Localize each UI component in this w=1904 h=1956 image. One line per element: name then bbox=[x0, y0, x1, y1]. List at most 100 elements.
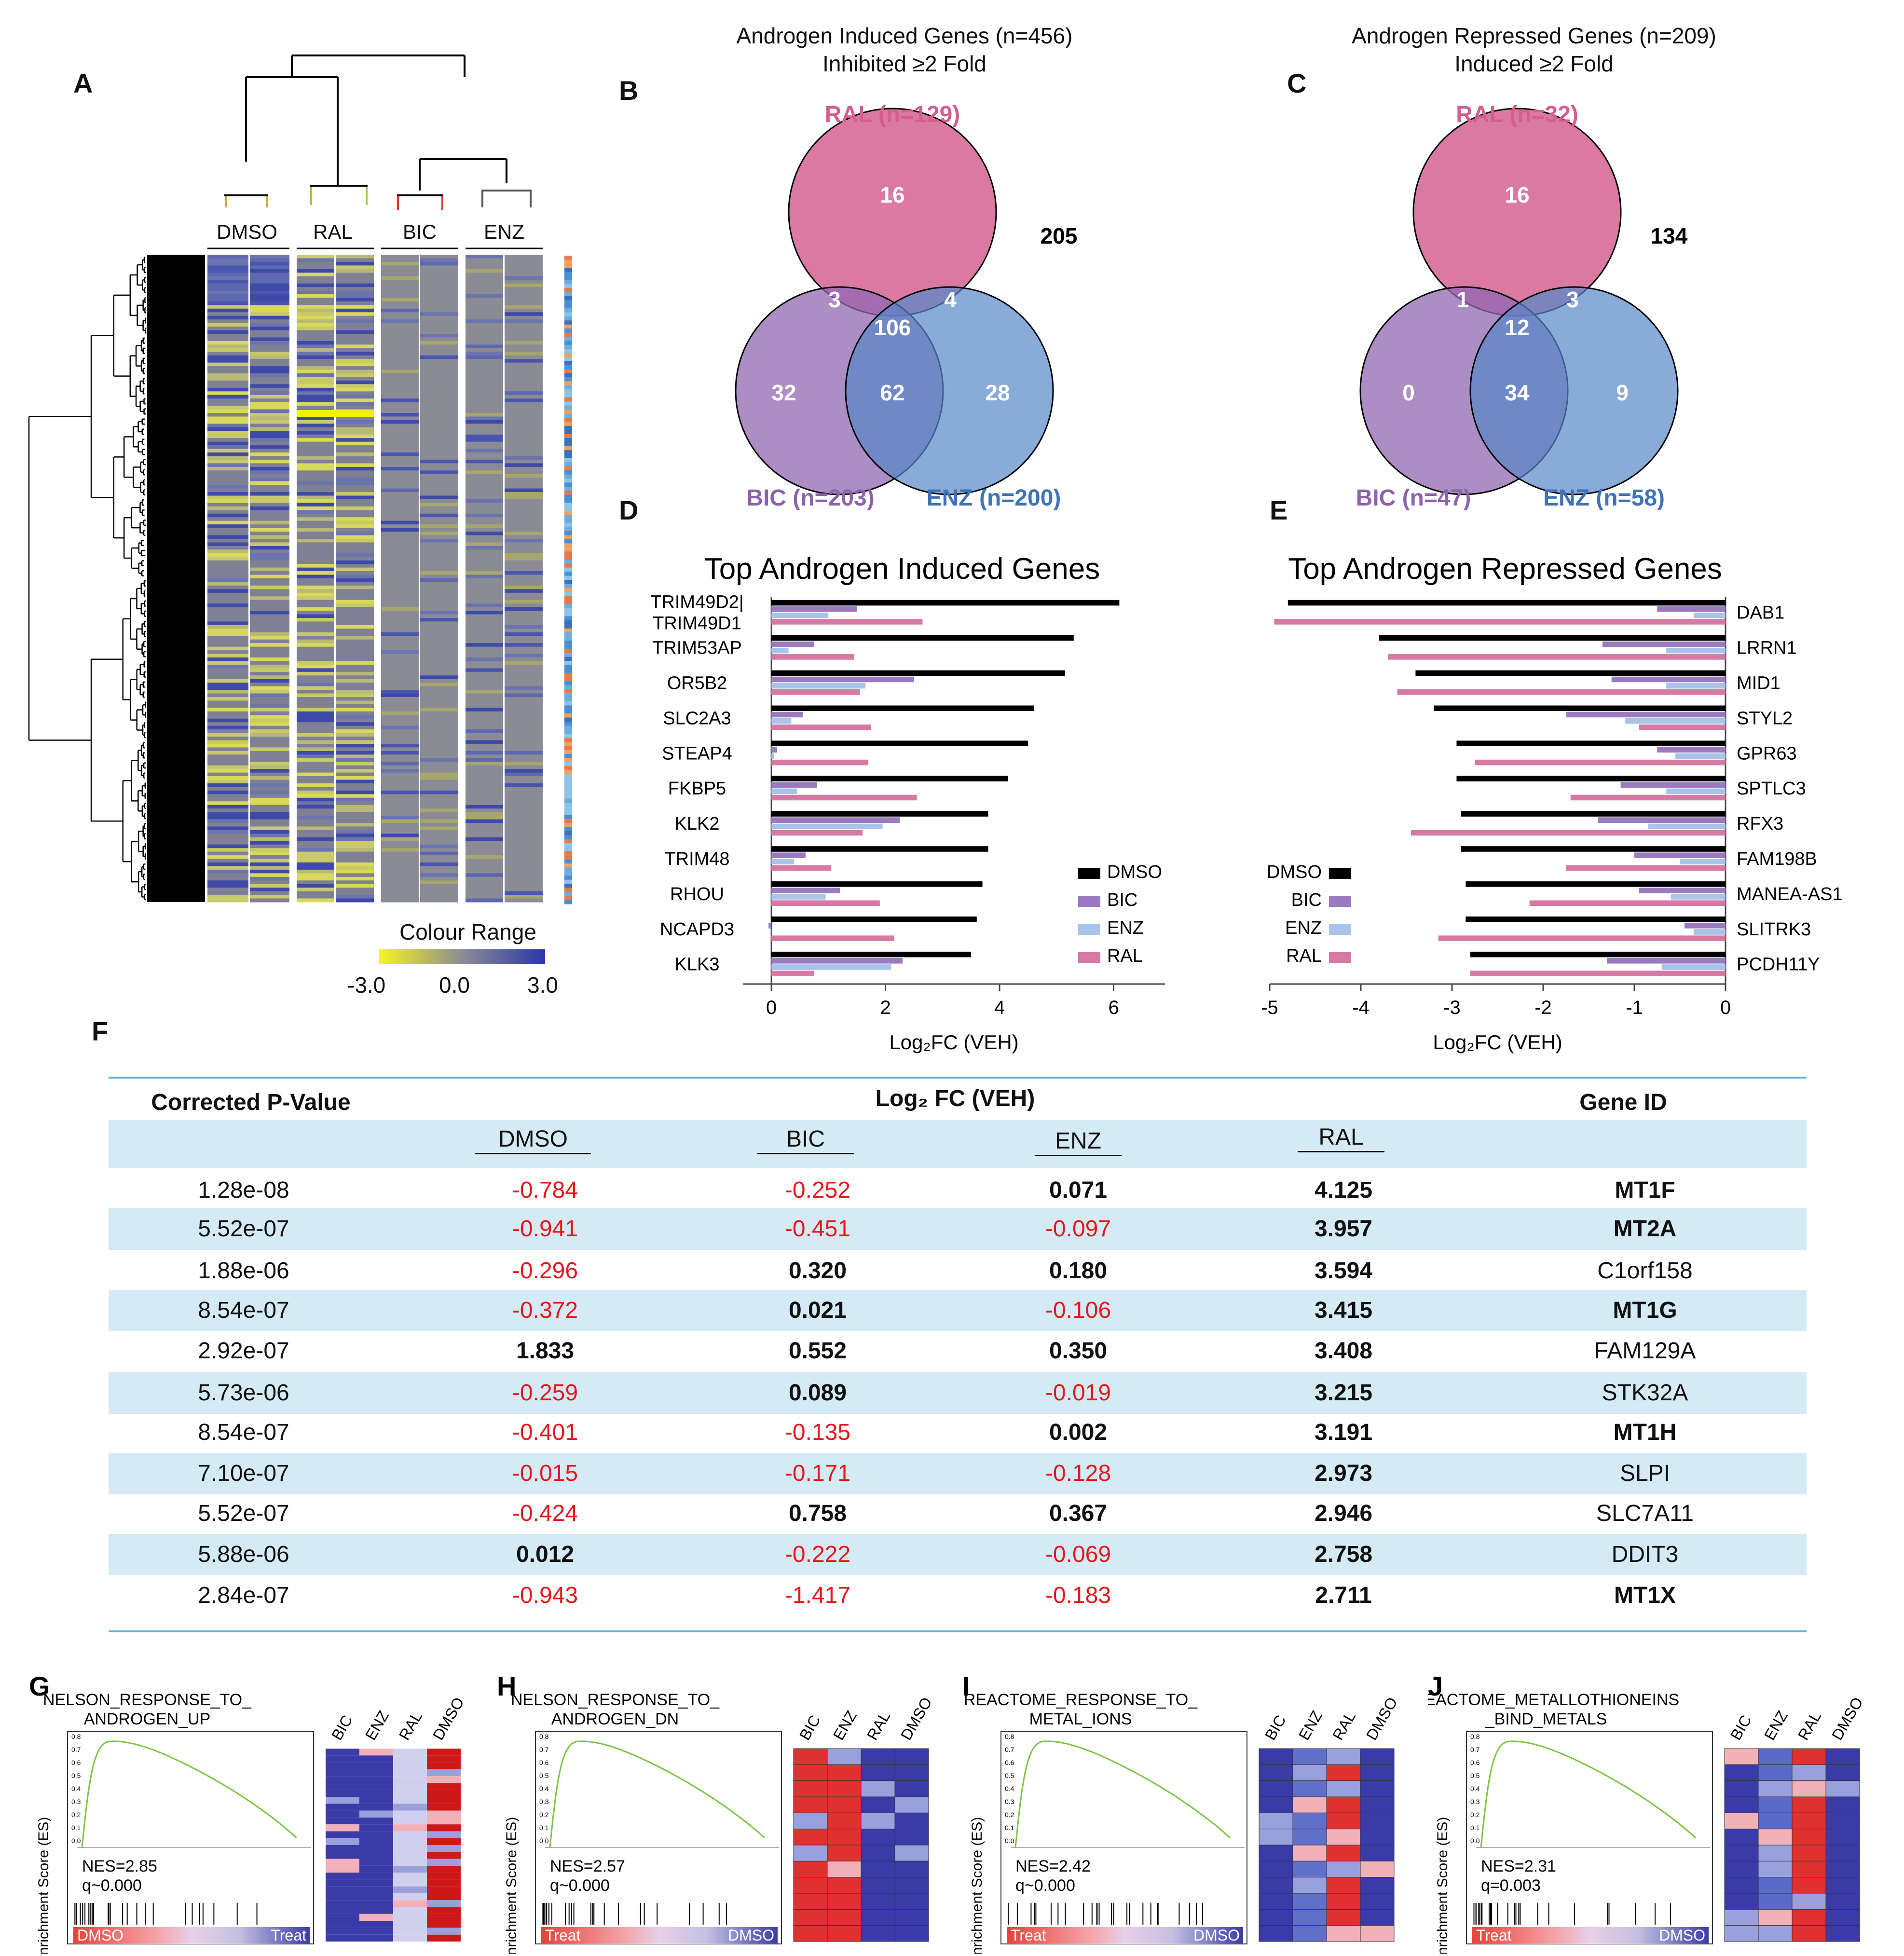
gsea-heatmap-cell bbox=[793, 1780, 828, 1797]
cell-gene: C1orf158 bbox=[1597, 1258, 1693, 1284]
heatmap-cell bbox=[381, 603, 419, 608]
gsea-heatmap-cell bbox=[894, 1893, 929, 1910]
strip-cell bbox=[564, 803, 572, 807]
heatmap-cell bbox=[250, 420, 289, 424]
gsea-y-tick: 0.1 bbox=[1005, 1824, 1014, 1832]
heatmap-cell bbox=[297, 841, 334, 845]
heatmap-cell bbox=[207, 513, 248, 518]
enrichment-curve bbox=[549, 1740, 766, 1848]
heatmap-cell bbox=[381, 535, 419, 539]
heatmap-cell bbox=[505, 441, 543, 446]
heatmap-cell bbox=[207, 632, 248, 636]
strip-cell bbox=[564, 572, 572, 576]
heatmap-cell bbox=[207, 697, 248, 701]
heatmap-cell bbox=[381, 873, 419, 877]
heatmap-cell bbox=[381, 330, 419, 334]
bar-enz bbox=[770, 929, 772, 935]
cluster-color-strip bbox=[564, 256, 572, 904]
heatmap-cell bbox=[381, 862, 419, 867]
heatmap-cell bbox=[381, 542, 419, 547]
heatmap-cell bbox=[207, 323, 248, 327]
heatmap-cell bbox=[297, 398, 334, 403]
heatmap-cell bbox=[250, 312, 289, 316]
gsea-heatmap-cell bbox=[1758, 1748, 1793, 1765]
heatmap-cell bbox=[466, 560, 503, 564]
heatmap-cell bbox=[381, 366, 419, 370]
bar-ral bbox=[1639, 724, 1726, 730]
strip-cell bbox=[564, 268, 572, 273]
heatmap-cell bbox=[466, 369, 503, 374]
heatmap-cell bbox=[336, 506, 374, 510]
heatmap-cell bbox=[207, 466, 248, 471]
strip-cell bbox=[564, 742, 572, 746]
heatmap-cell bbox=[297, 290, 334, 295]
colour-range-bar bbox=[379, 949, 545, 964]
heatmap-cell bbox=[381, 499, 419, 504]
strip-cell bbox=[564, 725, 572, 730]
heatmap-cell bbox=[297, 298, 334, 302]
heatmap-cell bbox=[505, 391, 543, 396]
heatmap-cell bbox=[297, 805, 334, 809]
heatmap-cell bbox=[420, 352, 458, 356]
heatmap-cell bbox=[505, 499, 543, 504]
heatmap-cell bbox=[420, 319, 458, 324]
heatmap-cell bbox=[505, 888, 543, 892]
heatmap-cell bbox=[207, 679, 248, 683]
strip-cell bbox=[564, 320, 572, 325]
heatmap-cell bbox=[250, 880, 289, 885]
heatmap-cell bbox=[250, 895, 289, 899]
heatmap-cell bbox=[297, 862, 334, 867]
heatmap-cell bbox=[336, 794, 374, 798]
heatmap-cell bbox=[466, 700, 503, 705]
heatmap-cell bbox=[250, 416, 289, 421]
heatmap-cell bbox=[381, 395, 419, 399]
heatmap-cell bbox=[505, 844, 543, 848]
heatmap-cell bbox=[420, 478, 458, 482]
heatmap-cell bbox=[207, 830, 248, 834]
heatmap-cell bbox=[297, 359, 334, 363]
heatmap-cell bbox=[336, 315, 374, 320]
gsea-heatmap-cell bbox=[1326, 1860, 1361, 1878]
heatmap-cell bbox=[207, 639, 248, 643]
legend-swatch-ral bbox=[1078, 952, 1100, 963]
heatmap-cell bbox=[420, 557, 458, 561]
cell-dmso: -0.401 bbox=[512, 1420, 578, 1445]
x-tick-label: 0 bbox=[766, 997, 777, 1018]
heatmap-cell bbox=[420, 287, 458, 291]
heatmap-cell bbox=[420, 474, 458, 478]
bar-bic bbox=[1657, 606, 1726, 612]
heatmap-cell bbox=[381, 808, 419, 813]
heatmap-cell bbox=[505, 308, 543, 313]
rank-bar bbox=[1472, 1927, 1709, 1944]
heatmap-cell bbox=[505, 618, 543, 622]
heatmap-cell bbox=[250, 308, 289, 313]
gsea-heatmap-cell bbox=[1326, 1829, 1361, 1846]
strip-cell bbox=[564, 600, 572, 604]
gsea-heatmap-cell bbox=[861, 1812, 895, 1830]
heatmap-cell bbox=[207, 758, 248, 762]
heatmap-cell bbox=[505, 362, 543, 367]
heatmap-cell bbox=[505, 725, 543, 730]
heatmap-cell bbox=[250, 369, 289, 374]
heatmap-cell bbox=[505, 424, 543, 428]
heatmap-cell bbox=[207, 431, 248, 435]
heatmap-cell bbox=[250, 452, 289, 457]
heatmap-cell bbox=[250, 812, 289, 816]
heatmap-cell bbox=[297, 362, 334, 367]
gene-hit-ticks bbox=[1473, 1903, 1671, 1925]
strip-cell bbox=[564, 580, 572, 584]
cell-enz: 0.180 bbox=[1049, 1258, 1108, 1284]
legend-swatch-enz bbox=[1329, 924, 1351, 935]
gsea-heatmap-cell bbox=[894, 1925, 929, 1942]
heatmap-cell bbox=[297, 683, 334, 687]
heatmap-cell bbox=[466, 485, 503, 489]
heatmap-cell bbox=[297, 715, 334, 719]
bar-bic bbox=[1639, 888, 1726, 893]
heatmap-cell bbox=[207, 449, 248, 453]
strip-cell bbox=[564, 519, 572, 523]
gsea-heatmap-cell bbox=[326, 1797, 359, 1804]
heatmap-cell bbox=[336, 822, 374, 827]
heatmap-cell bbox=[297, 758, 334, 762]
strip-cell bbox=[564, 604, 572, 609]
heatmap-cell bbox=[297, 675, 334, 680]
